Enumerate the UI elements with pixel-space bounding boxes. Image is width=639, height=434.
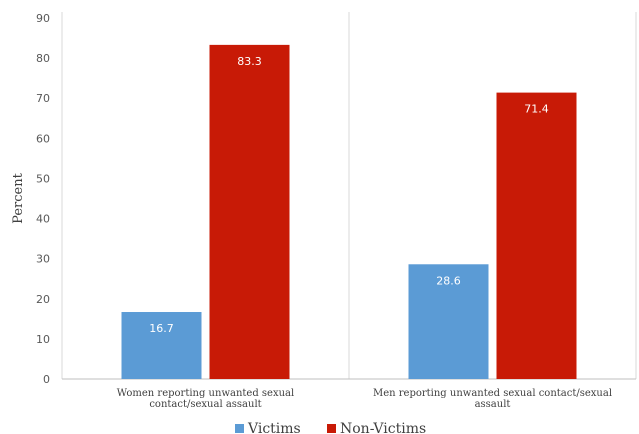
legend: Victims Non-Victims bbox=[235, 421, 426, 434]
legend-swatch bbox=[235, 424, 244, 433]
x-tick-label: Men reporting unwanted sexual contact/se… bbox=[373, 388, 612, 399]
bar-non-victims-1 bbox=[496, 92, 577, 380]
y-tick-label: 80 bbox=[36, 52, 50, 65]
y-tick-label: 40 bbox=[36, 213, 50, 226]
bars: 16.7 83.3 28.6 71.4 bbox=[121, 44, 577, 380]
data-label: 71.4 bbox=[524, 103, 549, 116]
y-tick-label: 0 bbox=[43, 373, 50, 386]
x-tick-label: Women reporting unwanted sexual bbox=[117, 388, 294, 399]
y-tick-label: 90 bbox=[36, 12, 50, 25]
data-label: 83.3 bbox=[237, 55, 262, 68]
y-tick-label: 20 bbox=[36, 293, 50, 306]
x-tick-label: assault bbox=[475, 399, 511, 410]
y-tick-label: 70 bbox=[36, 92, 50, 105]
data-label: 28.6 bbox=[436, 274, 461, 287]
x-tick-label: contact/sexual assault bbox=[149, 399, 261, 410]
axes: 0 10 20 30 40 50 60 70 80 90 Percent Women reportin… bbox=[11, 12, 637, 410]
bar-victims-1 bbox=[408, 264, 489, 379]
y-axis-title: Percent bbox=[11, 172, 26, 223]
legend-swatch bbox=[327, 424, 336, 433]
y-tick-label: 60 bbox=[36, 132, 50, 145]
y-tick-label: 30 bbox=[36, 253, 50, 266]
y-tick-label: 50 bbox=[36, 172, 50, 185]
bar-non-victims-0 bbox=[209, 44, 290, 379]
y-tick-label: 10 bbox=[36, 333, 50, 346]
bar-victims-0 bbox=[121, 312, 202, 379]
legend-label: Non-Victims bbox=[340, 421, 426, 434]
data-label: 16.7 bbox=[149, 322, 174, 335]
legend-label: Victims bbox=[247, 421, 301, 434]
